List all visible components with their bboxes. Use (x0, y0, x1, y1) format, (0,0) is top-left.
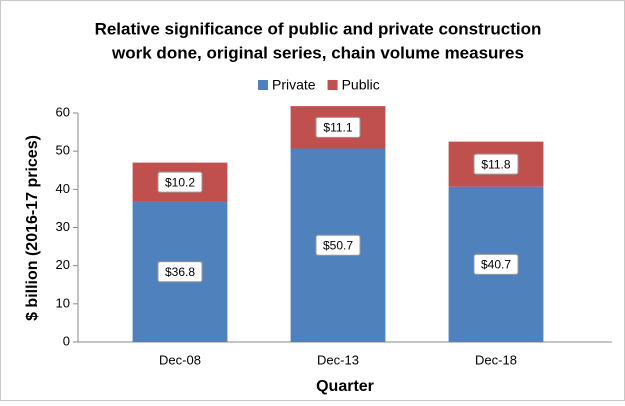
legend-label: Public (342, 77, 380, 93)
y-tick-label: 30 (56, 219, 70, 234)
y-tick-label: 60 (56, 104, 70, 119)
x-tick-label: Dec-18 (475, 352, 517, 367)
x-tick-label: Dec-13 (317, 352, 359, 367)
chart-title: work done, original series, chain volume… (111, 43, 524, 62)
y-axis-title: $ billion (2016-17 prices) (24, 135, 41, 321)
y-tick-label: 20 (56, 257, 70, 272)
data-label: $11.1 (323, 120, 352, 134)
legend-swatch (327, 80, 338, 90)
data-label-box (473, 253, 519, 275)
data-label-box (473, 153, 519, 175)
data-label: $36.8 (165, 265, 195, 279)
x-tick-label: Dec-08 (159, 352, 201, 367)
legend-swatch (258, 80, 268, 90)
chart-title: Relative significance of public and priv… (95, 19, 542, 38)
y-tick-label: 40 (56, 181, 70, 196)
data-label-box (157, 171, 203, 193)
y-tick-label: 10 (56, 295, 70, 310)
data-label-box (157, 261, 203, 283)
data-label-box (315, 234, 361, 256)
data-label: $11.8 (481, 157, 510, 171)
y-tick-label: 0 (63, 333, 70, 348)
x-axis-title: Quarter (316, 378, 374, 395)
data-label: $50.7 (323, 238, 353, 252)
data-label-box (315, 116, 361, 138)
y-tick-label: 50 (56, 143, 70, 158)
data-label: $10.2 (165, 175, 195, 189)
legend-label: Private (272, 77, 316, 93)
data-label: $40.7 (481, 258, 511, 272)
